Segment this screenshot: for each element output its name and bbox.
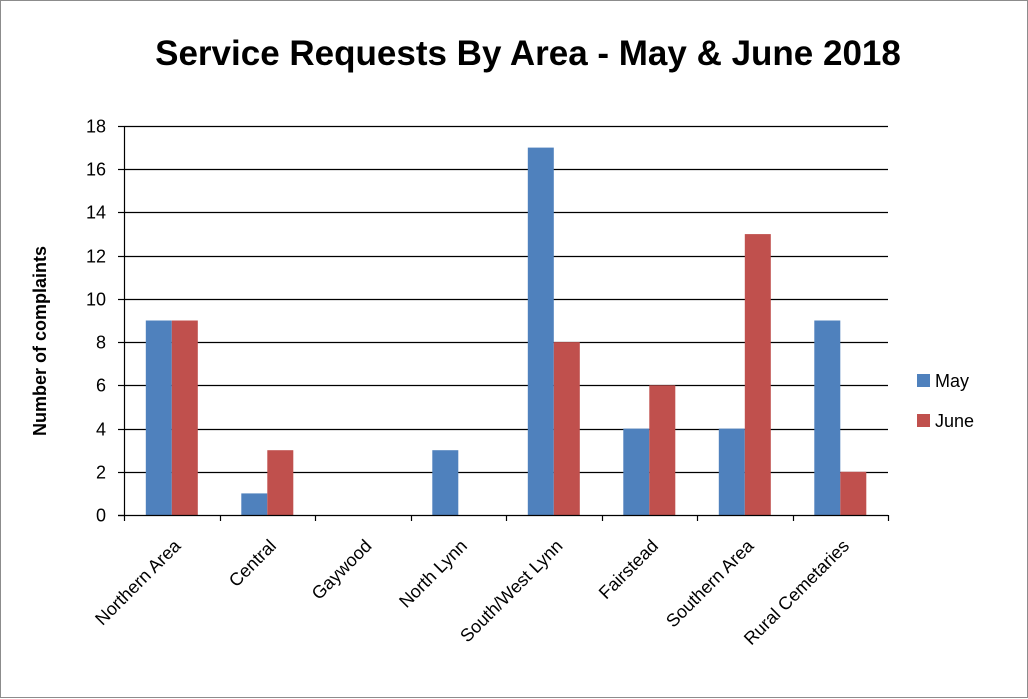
y-tick-label: 12 (86, 247, 106, 267)
x-tick-labels: Northern Area Central Gaywood North LynnSou… (91, 535, 853, 649)
y-tick-label: 6 (96, 376, 106, 396)
x-tick-label: Central (225, 536, 280, 591)
legend-label-may: May (935, 371, 969, 391)
x-tick-label: Gaywood (308, 536, 376, 604)
bar-june (744, 234, 771, 515)
legend-label-june: June (935, 411, 974, 431)
bar-june (649, 385, 676, 515)
legend-swatch-june (917, 414, 930, 427)
axes (118, 125, 890, 521)
y-tick-label: 4 (96, 420, 106, 440)
x-tick-label: Rural Cemetaries (740, 536, 853, 649)
y-tick-label: 0 (96, 506, 106, 526)
bar-may (145, 320, 172, 515)
y-tick-labels: 0 2 4 6 8 10 12 14 16 18 (86, 117, 106, 526)
y-tick-label: 2 (96, 463, 106, 483)
x-tick-label: Southern Area (662, 535, 758, 631)
bar-june (267, 450, 294, 515)
bar-may (432, 450, 459, 515)
x-tick-label: Fairstead (595, 536, 662, 603)
x-tick-label: South/West Lynn (456, 536, 566, 646)
legend-swatch-may (917, 374, 930, 387)
gridlines (124, 125, 888, 474)
bar-may (623, 428, 650, 515)
y-tick-label: 18 (86, 117, 106, 137)
y-tick-label: 8 (96, 333, 106, 353)
bar-may (241, 493, 268, 515)
x-tick-label: North Lynn (395, 536, 471, 612)
y-tick-label: 14 (86, 203, 106, 223)
bar-may (527, 147, 554, 515)
legend: May June (917, 371, 974, 431)
bar-june (553, 342, 580, 515)
bar-may (718, 428, 745, 515)
y-tick-label: 10 (86, 290, 106, 310)
bar-june (840, 471, 867, 515)
chart-title: Service Requests By Area - May & June 20… (155, 34, 901, 73)
y-axis-label: Number of complaints (30, 246, 50, 436)
y-tick-label: 16 (86, 160, 106, 180)
bar-june (171, 320, 198, 515)
x-tick-label: Northern Area (91, 535, 185, 629)
bars (145, 147, 867, 515)
bar-may (814, 320, 841, 515)
